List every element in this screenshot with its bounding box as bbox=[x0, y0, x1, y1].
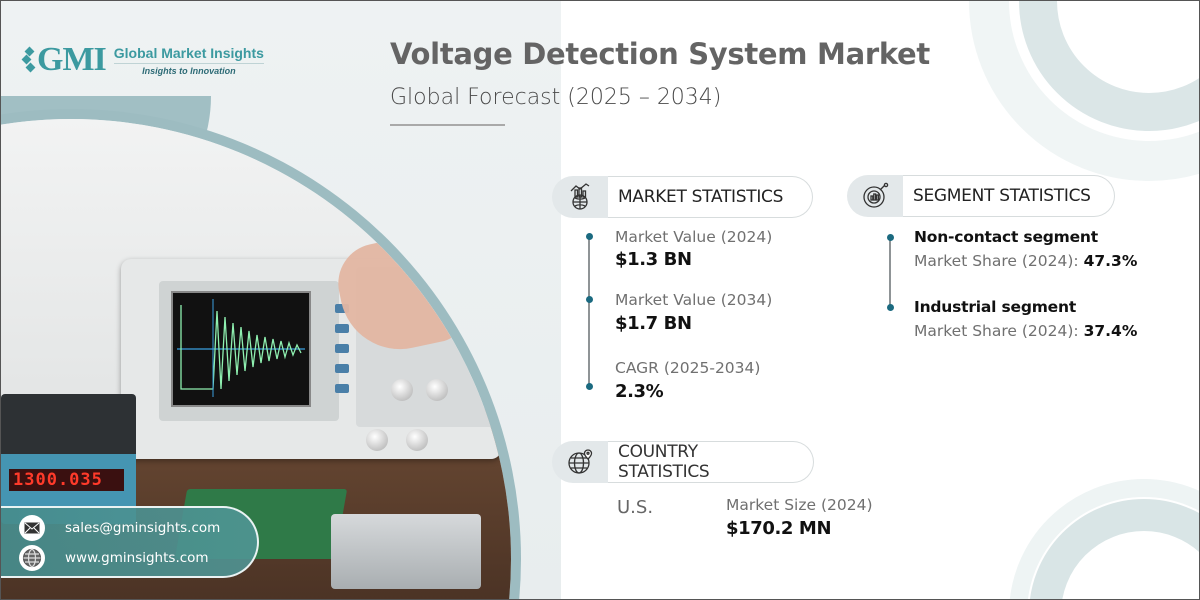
photo-scene: 1300.035 bbox=[1, 119, 511, 599]
brand-name: Global Market Insights bbox=[113, 45, 264, 64]
brand-tagline: Insights to Innovation bbox=[142, 65, 236, 76]
market-statistics-header: MARKET STATISTICS bbox=[552, 176, 813, 218]
country-statistics-title: COUNTRY STATISTICS bbox=[608, 441, 814, 483]
logo-diamonds-icon bbox=[21, 46, 36, 73]
country-market-size-label: Market Size (2024) bbox=[726, 496, 873, 514]
market-value-2024-label: Market Value (2024) bbox=[615, 228, 773, 246]
page-subtitle: Global Forecast (2025 – 2034) bbox=[390, 85, 722, 110]
pie-chart-target-icon bbox=[847, 175, 903, 217]
globe-bar-chart-icon bbox=[552, 176, 608, 218]
contact-website[interactable]: www.gminsights.com bbox=[19, 545, 209, 571]
cagr-value: 2.3% bbox=[615, 381, 664, 402]
segment-industrial-share-value: 37.4% bbox=[1083, 322, 1138, 340]
logo-mark: GMI bbox=[21, 41, 107, 79]
segment-non-contact-name: Non-contact segment bbox=[914, 228, 1098, 246]
power-supply: 1300.035 bbox=[1, 394, 136, 524]
page-title: Voltage Detection System Market bbox=[390, 37, 930, 71]
segment-statistics-header: SEGMENT STATISTICS bbox=[847, 175, 1115, 217]
country-name: U.S. bbox=[617, 497, 654, 518]
oscilloscope-knob bbox=[426, 379, 448, 401]
market-value-2034-label: Market Value (2034) bbox=[615, 291, 773, 309]
market-value-2034: $1.7 BN bbox=[615, 313, 692, 334]
oscilloscope-knob bbox=[391, 379, 413, 401]
market-statistics-title: MARKET STATISTICS bbox=[608, 176, 813, 218]
oscilloscope-screen bbox=[171, 291, 311, 407]
gmi-logo[interactable]: GMI Global Market Insights Insights to I… bbox=[21, 41, 264, 79]
country-statistics-header: COUNTRY STATISTICS bbox=[552, 441, 814, 483]
segment-industrial-share: Market Share (2024): 37.4% bbox=[914, 322, 1138, 340]
segment-non-contact-share: Market Share (2024): 47.3% bbox=[914, 252, 1138, 270]
country-market-size-value: $170.2 MN bbox=[726, 518, 832, 539]
oscilloscope bbox=[121, 259, 501, 459]
contact-email[interactable]: sales@gminsights.com bbox=[19, 515, 220, 541]
aluminum-enclosure bbox=[331, 514, 481, 589]
product-photo: 1300.035 bbox=[1, 119, 511, 599]
waveform-icon bbox=[177, 299, 305, 397]
globe-pin-icon bbox=[552, 441, 608, 483]
segment-statistics-title: SEGMENT STATISTICS bbox=[903, 175, 1115, 217]
segment-industrial-name: Industrial segment bbox=[914, 298, 1077, 316]
website-link[interactable]: www.gminsights.com bbox=[65, 550, 209, 566]
contact-bar: sales@gminsights.com www.gminsights.com bbox=[1, 506, 259, 578]
globe-icon bbox=[19, 545, 45, 571]
envelope-icon bbox=[19, 515, 45, 541]
segment-non-contact-share-value: 47.3% bbox=[1083, 252, 1138, 270]
market-value-2024: $1.3 BN bbox=[615, 249, 692, 270]
title-divider bbox=[390, 124, 505, 126]
email-link[interactable]: sales@gminsights.com bbox=[65, 520, 221, 536]
probe-connector bbox=[406, 429, 428, 451]
psu-readout: 1300.035 bbox=[9, 469, 124, 491]
cagr-label: CAGR (2025-2034) bbox=[615, 359, 761, 377]
probe-connector bbox=[366, 429, 388, 451]
